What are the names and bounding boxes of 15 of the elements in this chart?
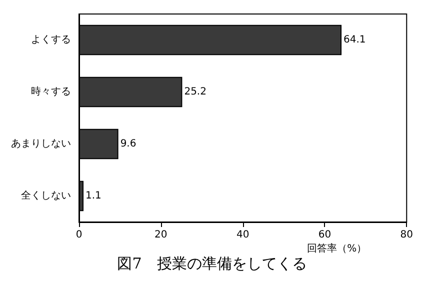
x-tick-label: 0 bbox=[76, 230, 82, 240]
y-tick-label: あまりしない bbox=[11, 138, 71, 150]
y-tick-label: 全くしない bbox=[21, 190, 71, 202]
x-tick-label: 80 bbox=[400, 230, 414, 240]
data-label: 25.2 bbox=[184, 86, 206, 98]
x-tick-label: 40 bbox=[236, 230, 250, 240]
data-label: 1.1 bbox=[86, 190, 102, 202]
text: 図7 授業の準備をしてくる bbox=[117, 254, 307, 272]
x-axis-title: 回答率（%） bbox=[307, 242, 367, 254]
y-tick-label: よくする bbox=[31, 34, 71, 46]
x-tick-label: 60 bbox=[318, 230, 332, 240]
x-tick-label: 20 bbox=[154, 230, 168, 240]
y-tick-label: 時々する bbox=[31, 86, 71, 98]
data-label: 9.6 bbox=[120, 138, 136, 150]
data-label: 64.1 bbox=[344, 34, 366, 46]
